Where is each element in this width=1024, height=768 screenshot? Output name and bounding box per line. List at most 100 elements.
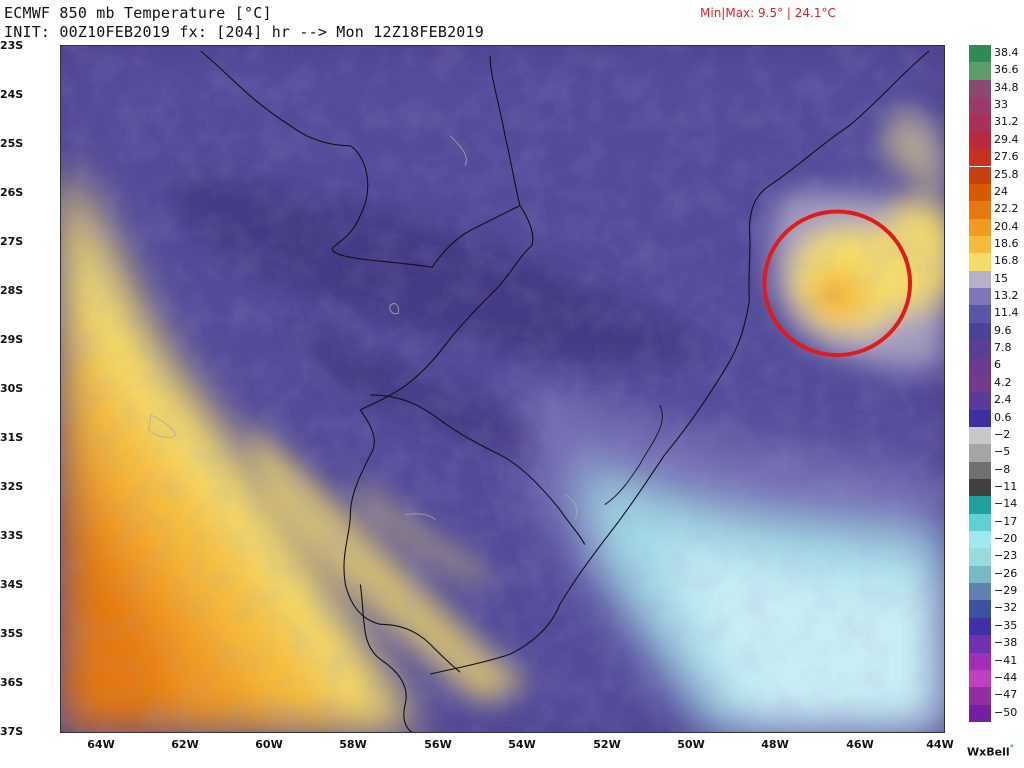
colorbar-row: −38 (969, 635, 1021, 653)
colorbar-label: 20.4 (994, 219, 1019, 233)
colorbar-row: −11 (969, 478, 1021, 497)
colorbar-swatch (969, 652, 991, 670)
lat-label-29s: 29S (0, 333, 24, 346)
colorbar-row: 29.4 (969, 131, 1021, 150)
colorbar-swatch (969, 426, 991, 445)
misiones-border (360, 205, 534, 411)
colorbar-row: 2.4 (969, 392, 1021, 410)
colorbar-label: 27.6 (994, 150, 1019, 164)
colorbar-label: −50 (994, 705, 1018, 719)
colorbar-label: 11.4 (994, 306, 1019, 320)
lon-label-64w: 64W (87, 738, 115, 751)
colorbar-swatch (969, 166, 991, 184)
colorbar-swatch (969, 218, 991, 236)
colorbar-label: 15 (994, 271, 1008, 285)
colorbar-label: −11 (994, 479, 1018, 493)
colorbar-swatch (969, 600, 991, 618)
colorbar-row: 18.6 (969, 235, 1021, 254)
colorbar-label: 36.6 (994, 63, 1019, 77)
colorbar-swatch (969, 392, 991, 410)
colorbar-swatch (969, 131, 991, 150)
colorbar-label: −38 (994, 636, 1018, 650)
colorbar-swatch (969, 635, 991, 653)
colorbar-row: 27.6 (969, 149, 1021, 167)
colorbar-row: 11.4 (969, 305, 1021, 323)
colorbar-label: 24 (994, 184, 1008, 198)
colorbar-row: 25.8 (969, 166, 1021, 184)
colorbar-row: 6 (969, 357, 1021, 375)
lat-label-26s: 26S (0, 186, 24, 199)
colorbar-row: −17 (969, 513, 1021, 532)
colorbar-label: −29 (994, 584, 1018, 598)
colorbar-row: 4.2 (969, 374, 1021, 393)
lat-label-32s: 32S (0, 480, 24, 493)
lon-label-46w: 46W (846, 738, 874, 751)
colorbar-row: −32 (969, 600, 1021, 618)
colorbar-swatch (969, 687, 991, 705)
colorbar-row: −29 (969, 583, 1021, 601)
colorbar-label: 6 (994, 358, 1001, 372)
map-title: ECMWF 850 mb Temperature [°C] (4, 4, 272, 22)
temperature-map[interactable] (60, 45, 945, 733)
logo-text: WxBell (967, 745, 1010, 759)
colorbar-label: 2.4 (994, 393, 1012, 407)
colorbar-swatch (969, 288, 991, 306)
lat-label-27s: 27S (0, 235, 24, 248)
lon-label-48w: 48W (761, 738, 789, 751)
colorbar-label: 31.2 (994, 115, 1019, 129)
lat-label-34s: 34S (0, 578, 24, 591)
lat-label-25s: 25S (0, 137, 24, 150)
colorbar-swatch (969, 704, 991, 722)
colorbar-label: 7.8 (994, 341, 1012, 355)
colorbar-row: −47 (969, 687, 1021, 705)
init-forecast-line: INIT: 00Z10FEB2019 fx: [204] hr --> Mon … (4, 23, 484, 41)
colorbar-row: 20.4 (969, 218, 1021, 236)
colorbar-swatch (969, 357, 991, 375)
min-max-readout: Min|Max: 9.5° | 24.1°C (700, 6, 836, 20)
lat-label-35s: 35S (0, 627, 24, 640)
colorbar-row: −44 (969, 669, 1021, 688)
highlight-circle[interactable] (762, 209, 913, 358)
colorbar-row: −50 (969, 704, 1021, 722)
colorbar-row: 0.6 (969, 409, 1021, 427)
colorbar-label: 0.6 (994, 410, 1012, 424)
colorbar-swatch (969, 201, 991, 219)
colorbar-swatch (969, 79, 991, 98)
colorbar-swatch (969, 183, 991, 202)
colorbar-label: 33 (994, 98, 1008, 112)
colorbar-row: −8 (969, 461, 1021, 479)
colorbar-label: 13.2 (994, 289, 1019, 303)
colorbar-swatch (969, 235, 991, 254)
colorbar-label: −41 (994, 653, 1018, 667)
uruguay-border-west (343, 409, 461, 673)
colorbar-label: −14 (994, 497, 1018, 511)
colorbar-swatch (969, 478, 991, 497)
lon-label-54w: 54W (508, 738, 536, 751)
colorbar-swatch (969, 617, 991, 636)
colorbar-row: 33 (969, 97, 1021, 115)
rio-de-la-plata (359, 584, 413, 732)
inland-lakes (148, 135, 578, 520)
lat-label-23s: 23S (0, 39, 24, 52)
colorbar-label: −23 (994, 549, 1018, 563)
lat-label-37s: 37S (0, 725, 24, 738)
colorbar-row: 16.8 (969, 253, 1021, 271)
colorbar-label: −17 (994, 514, 1018, 528)
colorbar-row: 15 (969, 270, 1021, 288)
lat-label-33s: 33S (0, 529, 24, 542)
colorbar-row: 34.8 (969, 79, 1021, 98)
lagoa-dos-patos (604, 404, 663, 506)
colorbar-swatch (969, 45, 991, 63)
uruguay-border-north (370, 394, 586, 545)
colorbar-row: −5 (969, 444, 1021, 462)
colorbar-swatch (969, 669, 991, 688)
colorbar-row: −26 (969, 565, 1021, 584)
colorbar-row: −20 (969, 531, 1021, 549)
colorbar-swatch (969, 149, 991, 167)
lon-label-62w: 62W (171, 738, 199, 751)
colorbar-row: 31.2 (969, 114, 1021, 132)
wxbell-logo: WxBell° (967, 744, 1014, 759)
colorbar-swatch (969, 496, 991, 514)
colorbar-swatch (969, 62, 991, 80)
colorbar-label: −32 (994, 601, 1018, 615)
